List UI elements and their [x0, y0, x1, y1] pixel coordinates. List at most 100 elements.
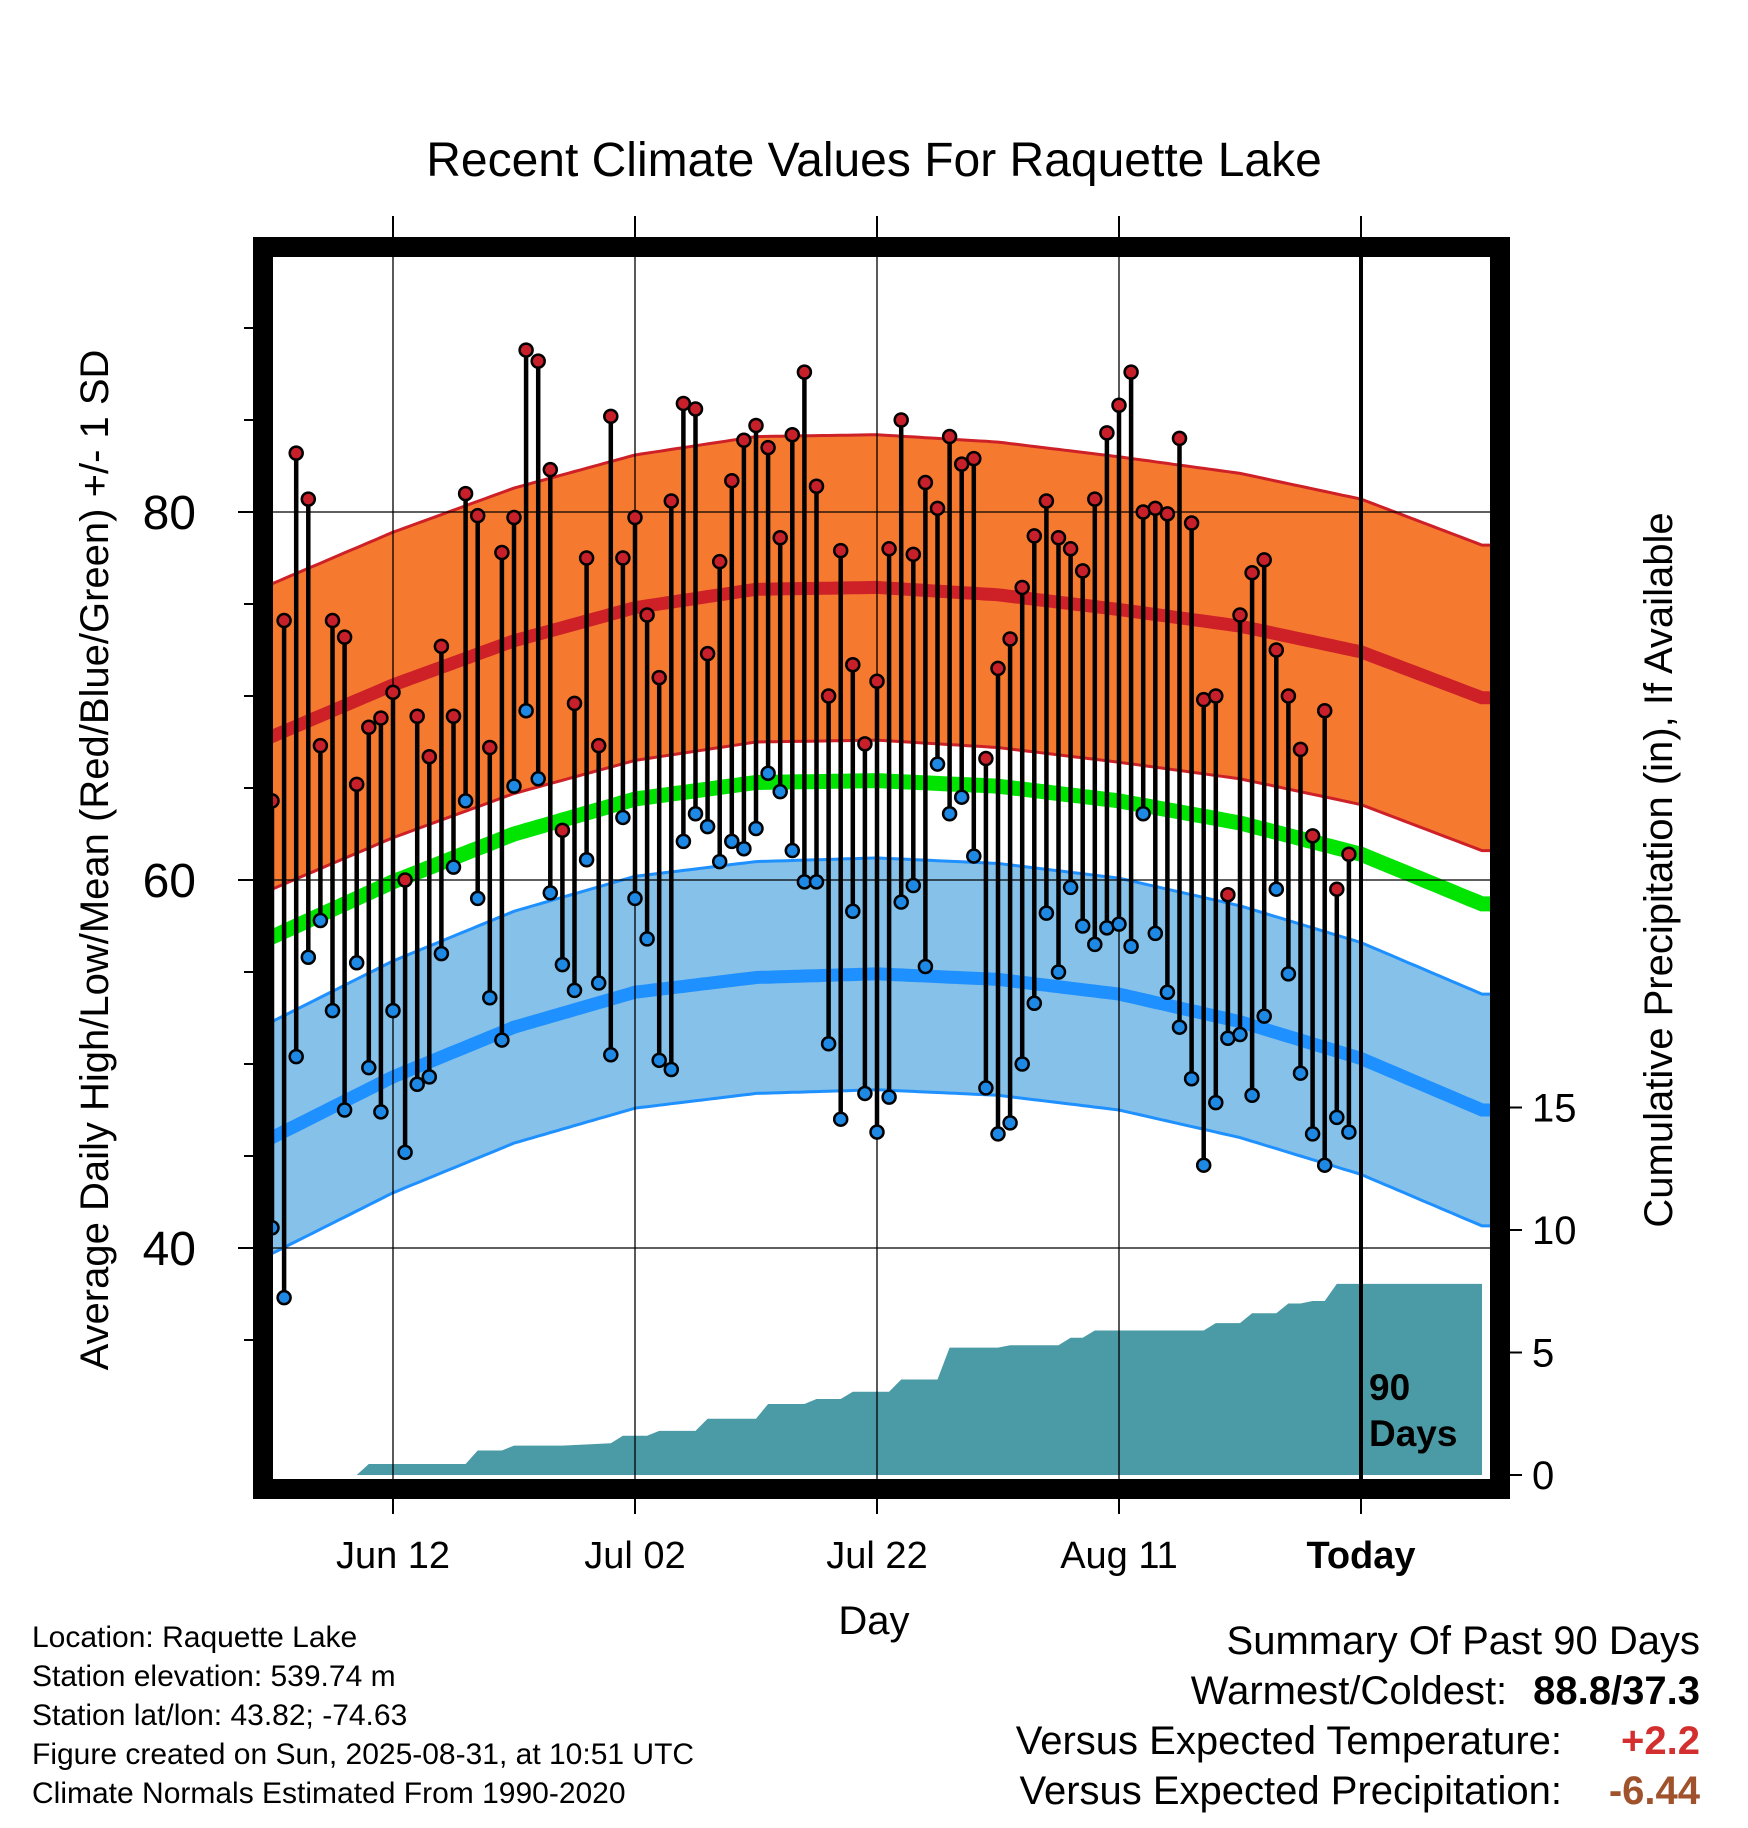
daily-low-dot: [651, 1052, 667, 1069]
normal-low-line: [268, 967, 1494, 1145]
daily-low-dot: [699, 818, 716, 835]
x-tick-label: Jul 02: [584, 1535, 685, 1577]
daily-high-dot: [941, 428, 958, 445]
daily-high-dot: [385, 684, 401, 701]
daily-low-dot: [603, 1047, 619, 1063]
temp-vs-expected-value: +2.2: [1621, 1719, 1700, 1763]
daily-low-dot: [966, 848, 982, 864]
y-tick-label: 80: [143, 487, 196, 540]
daily-high-dot: [857, 736, 873, 752]
daily-high-dot: [893, 412, 909, 428]
daily-low-dot: [542, 885, 559, 901]
created-text: Figure created on Sun, 2025-08-31, at 10…: [32, 1738, 695, 1771]
daily-low-dot: [1280, 966, 1297, 982]
daily-high-dot: [1026, 528, 1043, 544]
daily-high-dot: [324, 612, 341, 629]
daily-high-dot: [1329, 881, 1345, 897]
daily-high-dot: [1087, 491, 1103, 507]
daily-low-dot: [457, 793, 474, 809]
plot-content: 90 Days: [268, 252, 1494, 1484]
daily-high-dot: [1256, 552, 1272, 568]
daily-low-dot: [1050, 964, 1067, 980]
daily-low-dot: [494, 1032, 510, 1048]
daily-low-dot: [990, 1126, 1006, 1142]
x-tick-label: Today: [1306, 1535, 1415, 1577]
daily-low-dot: [518, 702, 534, 719]
daily-low-dot: [772, 783, 788, 800]
daily-low-dot: [663, 1061, 680, 1078]
daily-low-dot: [1026, 995, 1043, 1012]
plot-area: 90 Days: [268, 252, 1494, 1484]
daily-low-dot: [1183, 1070, 1200, 1087]
daily-high-dot: [1002, 631, 1018, 647]
daily-high-dot: [433, 638, 450, 655]
x-tick-label: Jun 12: [336, 1535, 450, 1577]
daily-low-dot: [1232, 1026, 1248, 1043]
daily-low-dot: [615, 809, 631, 826]
daily-high-dot: [990, 660, 1006, 677]
daily-high-dot: [675, 395, 692, 412]
daily-high-dot: [1171, 430, 1188, 447]
daily-low-dot: [348, 955, 365, 971]
summary-title: Summary Of Past 90 Days: [1226, 1619, 1700, 1663]
daily-low-dot: [1159, 984, 1176, 1000]
daily-high-dot: [869, 673, 885, 690]
daily-low-dot: [1062, 879, 1079, 896]
daily-high-dot: [808, 478, 825, 494]
daily-low-dot: [748, 820, 764, 837]
daily-low-dot: [300, 949, 317, 966]
daily-high-dot: [784, 426, 801, 443]
daily-high-dot: [397, 872, 413, 888]
daily-high-dot: [845, 656, 861, 673]
daily-high-dot: [917, 474, 934, 491]
daily-low-dot: [1316, 1157, 1333, 1173]
daily-low-dot: [1135, 806, 1151, 822]
daily-low-dot: [869, 1124, 885, 1140]
today-days-label-number: 90: [1369, 1367, 1410, 1408]
warmest-coldest-label: Warmest/Coldest:: [1190, 1669, 1508, 1713]
daily-high-dot: [929, 500, 946, 517]
daily-high-dot: [373, 710, 389, 726]
daily-low-dot: [1147, 925, 1164, 942]
daily-low-dot: [276, 1289, 292, 1306]
daily-high-dot: [288, 445, 304, 461]
daily-high-dot: [881, 541, 897, 557]
daily-high-dot: [820, 688, 837, 704]
daily-high-dot: [1074, 563, 1091, 579]
daily-high-dot: [409, 708, 425, 724]
daily-low-dot: [1244, 1087, 1260, 1104]
precip-area: [272, 1283, 1482, 1475]
daily-high-dot: [1123, 364, 1139, 380]
daily-high-dot: [1220, 886, 1236, 903]
daily-high-dot: [953, 456, 970, 472]
x-tick-label: Jul 22: [826, 1535, 927, 1577]
y2-tick-label: 15: [1532, 1087, 1577, 1131]
daily-high-dot: [772, 530, 788, 546]
y2-tick-label: 0: [1532, 1454, 1554, 1498]
daily-high-dot: [457, 485, 474, 502]
axes: 40 60 80 0 5 10 15 Jun 12 Jul 02 Jul 22 Aug 11 Toda…: [143, 216, 1577, 1577]
daily-high-dot: [615, 550, 631, 566]
y-tick-label: 60: [143, 855, 196, 908]
daily-high-dot: [469, 507, 486, 524]
daily-low-dot: [1171, 1019, 1188, 1035]
daily-low-dot: [421, 1069, 438, 1085]
daily-high-dot: [748, 417, 764, 434]
daily-low-dot: [409, 1076, 425, 1092]
precip-vs-expected-label: Versus Expected Precipitation:: [1019, 1769, 1562, 1813]
warmest-coldest-value: 88.8/37.3: [1533, 1669, 1700, 1713]
daily-high-dot: [482, 739, 498, 756]
daily-low-dot: [324, 1002, 341, 1019]
daily-high-dot: [627, 509, 643, 526]
daily-high-dot: [421, 748, 438, 765]
daily-low-dot: [724, 833, 740, 850]
precip-vs-expected-value: -6.44: [1608, 1769, 1700, 1813]
daily-high-dot: [1292, 741, 1309, 758]
daily-high-dot: [1147, 500, 1164, 517]
daily-high-dot: [1159, 506, 1176, 522]
daily-high-dot: [966, 450, 982, 467]
chart-title: Recent Climate Values For Raquette Lake: [426, 134, 1322, 187]
daily-high-dot: [1316, 702, 1333, 719]
daily-low-dot: [953, 789, 970, 805]
location-text: Location: Raquette Lake: [32, 1621, 358, 1654]
